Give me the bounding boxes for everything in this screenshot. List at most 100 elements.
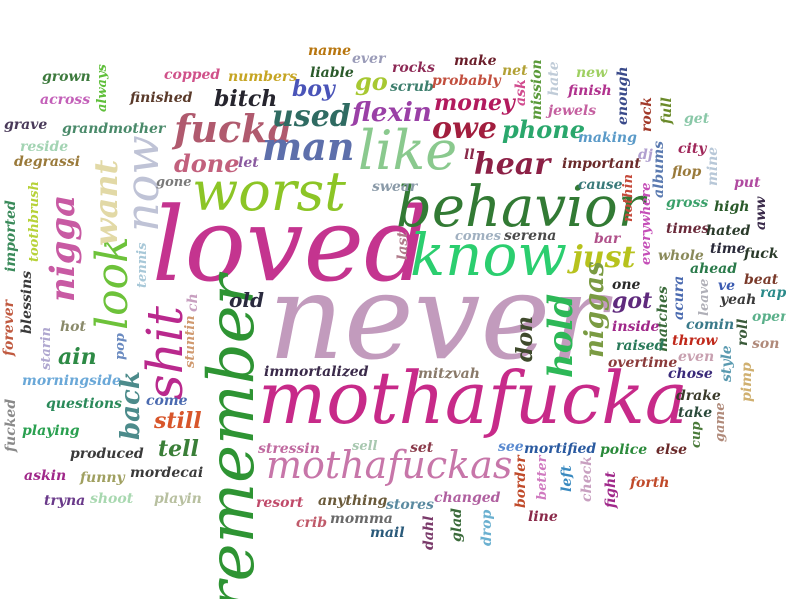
word: playin (154, 491, 202, 507)
word: remember (195, 274, 269, 599)
word: inside (612, 319, 660, 335)
word: line (528, 509, 558, 525)
word: gross (666, 195, 709, 211)
word: boy (292, 76, 335, 102)
word: stores (386, 497, 434, 513)
word: grown (42, 69, 91, 85)
word: rock (639, 97, 655, 132)
word: mortified (524, 441, 597, 457)
word: always (95, 64, 110, 112)
word: ask (513, 79, 529, 106)
word: drop (479, 509, 495, 546)
word: cause (578, 177, 623, 193)
word: finished (130, 90, 193, 106)
word: serena (504, 228, 557, 244)
word: done (174, 149, 240, 178)
word: ve (718, 278, 736, 294)
word: chose (668, 366, 713, 382)
word: raised (616, 338, 665, 354)
word: immortalized (264, 364, 369, 380)
word: leave (697, 278, 712, 316)
word: changed (434, 490, 501, 506)
word: pimp (739, 362, 755, 402)
word: niggas (580, 261, 610, 358)
word: playing (22, 423, 80, 439)
word: crib (296, 515, 328, 531)
word: phone (502, 115, 585, 144)
word: net (502, 63, 528, 79)
word: set (410, 440, 434, 456)
word: want (87, 159, 125, 246)
word: else (656, 442, 688, 458)
word: take (678, 405, 713, 421)
word: mothafucka (258, 356, 688, 440)
word: don (512, 315, 538, 362)
word: probably (432, 73, 501, 89)
word: better (535, 455, 550, 501)
word: still (154, 408, 202, 434)
word: drake (676, 388, 721, 404)
word: grave (4, 117, 48, 133)
word: comin (686, 317, 735, 333)
word: flexin (352, 98, 432, 128)
word: owe (432, 111, 497, 146)
word: nothin (621, 174, 636, 222)
word: mothafuckas (266, 443, 513, 487)
word: reside (20, 139, 69, 155)
word: nigga (43, 194, 83, 302)
word: know (410, 221, 568, 289)
word: mine (705, 146, 721, 186)
word: ch (185, 293, 201, 312)
word: dj (638, 147, 653, 163)
word: yeah (720, 292, 757, 308)
word: imported (3, 200, 19, 272)
word: check (579, 456, 595, 502)
word: put (734, 175, 761, 191)
word: rap (760, 285, 786, 301)
word: mission (529, 59, 545, 120)
word: resort (256, 495, 304, 511)
word: son (752, 336, 780, 352)
word: jewels (548, 103, 597, 119)
word: pop (113, 333, 128, 360)
word: askin (24, 468, 67, 484)
word: gone (156, 175, 192, 190)
word: throw (672, 333, 718, 349)
word: momma (330, 511, 393, 527)
word: morningside (22, 373, 121, 389)
word: hate (546, 61, 562, 96)
word: copped (164, 67, 221, 83)
word: let (238, 155, 259, 171)
word: forth (630, 475, 670, 491)
word: mitzvah (418, 366, 480, 382)
word: ever (352, 51, 386, 67)
word: shoot (90, 491, 134, 507)
word: everywhere (639, 182, 654, 265)
word: new (576, 65, 608, 81)
word: time (710, 241, 746, 257)
word: grandmother (62, 121, 166, 137)
word: forever (1, 299, 17, 356)
word: city (678, 141, 707, 157)
word: stuntin (183, 315, 198, 368)
word: old (229, 288, 264, 312)
word: beat (744, 272, 779, 288)
word: rocks (392, 60, 435, 76)
word: tennis (135, 242, 150, 288)
word: go (355, 67, 388, 96)
word: fucka (174, 106, 293, 151)
word: come (146, 393, 188, 409)
word: flop (672, 164, 702, 180)
word: never (268, 248, 607, 386)
word: hated (706, 223, 751, 239)
word: one (612, 277, 641, 293)
word: fucked (3, 398, 19, 452)
word: questions (46, 396, 122, 412)
word: bitch (214, 86, 278, 112)
word: important (562, 156, 641, 172)
word: open (752, 309, 786, 325)
word: hold (541, 293, 581, 378)
word: get (684, 111, 710, 127)
word: man (262, 124, 355, 169)
